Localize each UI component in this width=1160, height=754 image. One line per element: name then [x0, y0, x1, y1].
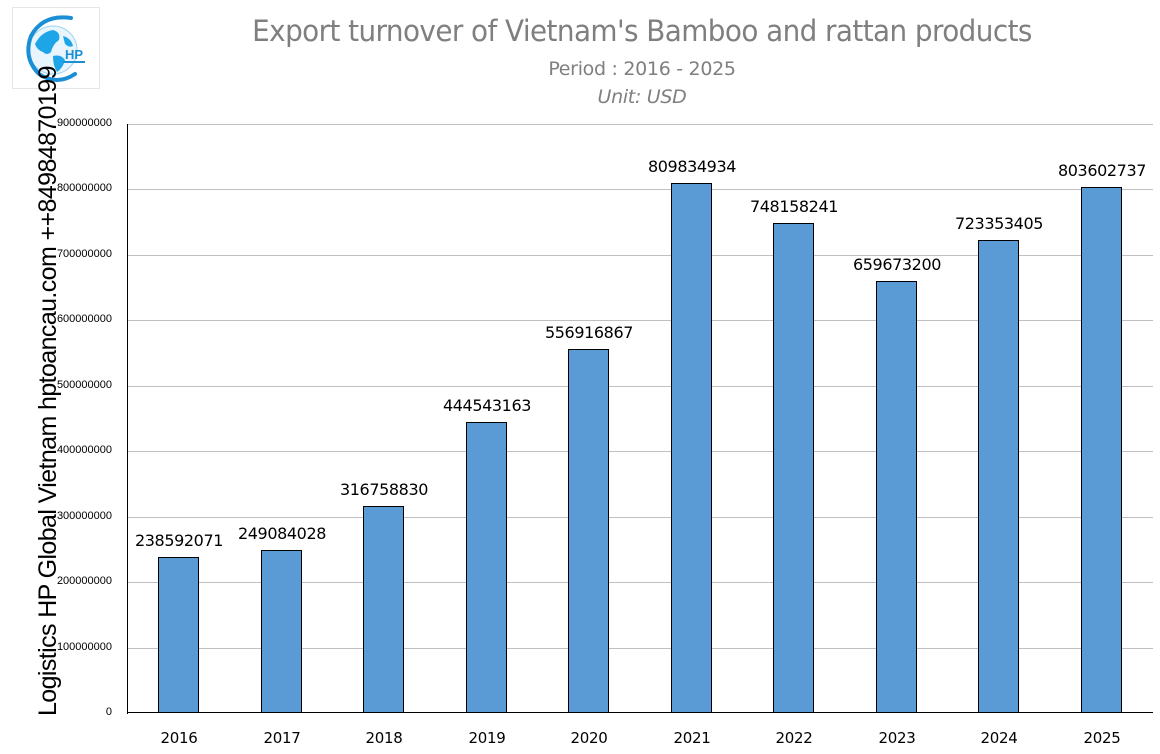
data-label: 556916867 [544, 323, 634, 342]
data-label: 444543163 [442, 396, 532, 415]
data-label: 809834934 [647, 157, 737, 176]
bar-2016[interactable] [158, 557, 199, 713]
bar-2020[interactable] [568, 349, 609, 713]
x-tick-label: 2020 [570, 729, 608, 747]
y-tick-label: 400000000 [56, 444, 112, 456]
globe-hp-logo-icon: HP [26, 15, 85, 82]
x-axis-line [127, 712, 1153, 713]
gridline [128, 451, 1153, 452]
y-axis-line [127, 124, 128, 714]
y-tick-label: 900000000 [56, 117, 112, 129]
x-tick-label: 2021 [673, 729, 711, 747]
data-label: 748158241 [749, 197, 839, 216]
data-label: 249084028 [237, 524, 327, 543]
chart-subtitle: Period : 2016 - 2025 [548, 58, 736, 80]
bar-2024[interactable] [978, 240, 1019, 713]
gridline [128, 648, 1153, 649]
gridline [128, 189, 1153, 190]
gridline [128, 124, 1153, 125]
y-tick-label: 700000000 [56, 248, 112, 260]
gridline [128, 320, 1153, 321]
data-label: 659673200 [852, 255, 942, 274]
data-label: 803602737 [1057, 161, 1147, 180]
bar-2019[interactable] [466, 422, 507, 713]
y-tick-label: 600000000 [56, 313, 112, 325]
bar-2021[interactable] [671, 183, 712, 713]
y-tick-label: 500000000 [56, 379, 112, 391]
bar-2018[interactable] [363, 506, 404, 713]
bar-2017[interactable] [261, 550, 302, 713]
y-tick-label: 300000000 [56, 510, 112, 522]
bar-2023[interactable] [876, 281, 917, 713]
gridline [128, 582, 1153, 583]
chart-unit: Unit: USD [597, 86, 687, 108]
data-label: 238592071 [134, 531, 224, 550]
x-tick-label: 2023 [878, 729, 916, 747]
y-tick-label: 800000000 [56, 182, 112, 194]
data-label: 316758830 [339, 480, 429, 499]
y-tick-label: 200000000 [56, 575, 112, 587]
bar-2022[interactable] [773, 223, 814, 713]
logo: HP [12, 7, 100, 89]
x-tick-label: 2022 [775, 729, 813, 747]
gridline [128, 255, 1153, 256]
y-tick-label: 100000000 [56, 641, 112, 653]
gridline [128, 386, 1153, 387]
x-tick-label: 2018 [365, 729, 403, 747]
bar-2025[interactable] [1081, 187, 1122, 713]
y-tick-label: 0 [105, 706, 112, 718]
x-tick-label: 2025 [1083, 729, 1121, 747]
chart-title: Export turnover of Vietnam's Bamboo and … [252, 14, 1032, 48]
logo-text: HP [65, 47, 83, 62]
y-axis-watermark-label: Logistics HP Global Vietnam hptoancau.co… [34, 66, 62, 716]
x-tick-label: 2017 [263, 729, 301, 747]
x-tick-label: 2019 [468, 729, 506, 747]
x-tick-label: 2016 [160, 729, 198, 747]
gridline [128, 517, 1153, 518]
x-tick-label: 2024 [980, 729, 1018, 747]
data-label: 723353405 [954, 214, 1044, 233]
